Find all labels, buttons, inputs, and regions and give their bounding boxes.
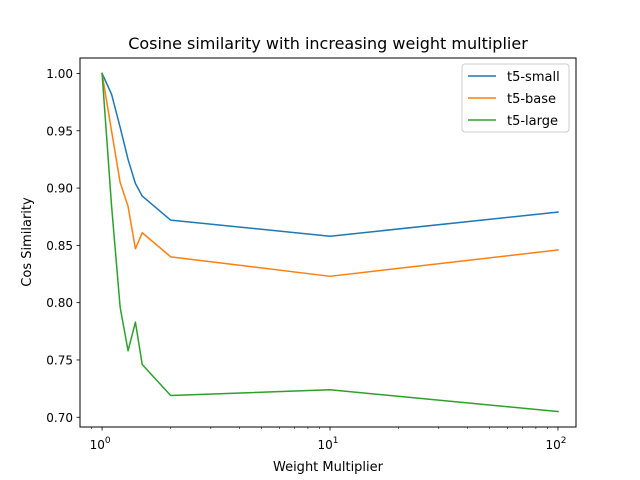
x-tick-label: 101: [318, 436, 339, 452]
x-tick-base: 10: [90, 438, 105, 452]
x-tick-base: 10: [545, 438, 560, 452]
series-line-t5-large: [101, 72, 559, 413]
y-tick-label: 0.85: [46, 239, 73, 253]
legend-label-t5-base: t5-base: [507, 92, 556, 107]
plot-frame: [79, 57, 577, 428]
x-tick-exponent: 0: [105, 436, 111, 446]
y-tick-label: 0.80: [46, 296, 73, 310]
y-tick-label: 1.00: [46, 67, 73, 81]
x-tick-label: 100: [90, 436, 111, 452]
y-tick-label: 0.95: [46, 124, 73, 138]
x-tick-exponent: 2: [561, 436, 567, 446]
x-tick-label: 102: [545, 436, 566, 452]
legend-label-t5-small: t5-small: [507, 70, 560, 85]
x-axis: 100 101 102: [90, 427, 566, 452]
legend-label-t5-large: t5-large: [507, 114, 558, 129]
plot-area: [101, 72, 559, 413]
series-line-t5-small: [101, 72, 559, 237]
x-axis-label: Weight Multiplier: [273, 460, 384, 475]
y-axis-label: Cos Similarity: [20, 197, 35, 287]
legend-box: [461, 63, 570, 133]
chart-title: Cosine similarity with increasing weight…: [128, 34, 528, 53]
y-tick-label: 0.90: [46, 182, 73, 196]
legend: t5-small t5-base t5-large: [461, 63, 570, 133]
y-tick-label: 0.70: [46, 411, 73, 425]
y-axis: 0.70 0.75 0.80 0.85 0.90 0.95 1.00: [46, 67, 80, 425]
series-line-t5-base: [101, 72, 559, 278]
x-tick-exponent: 1: [333, 436, 339, 446]
y-tick-label: 0.75: [46, 353, 73, 367]
x-tick-base: 10: [318, 438, 333, 452]
